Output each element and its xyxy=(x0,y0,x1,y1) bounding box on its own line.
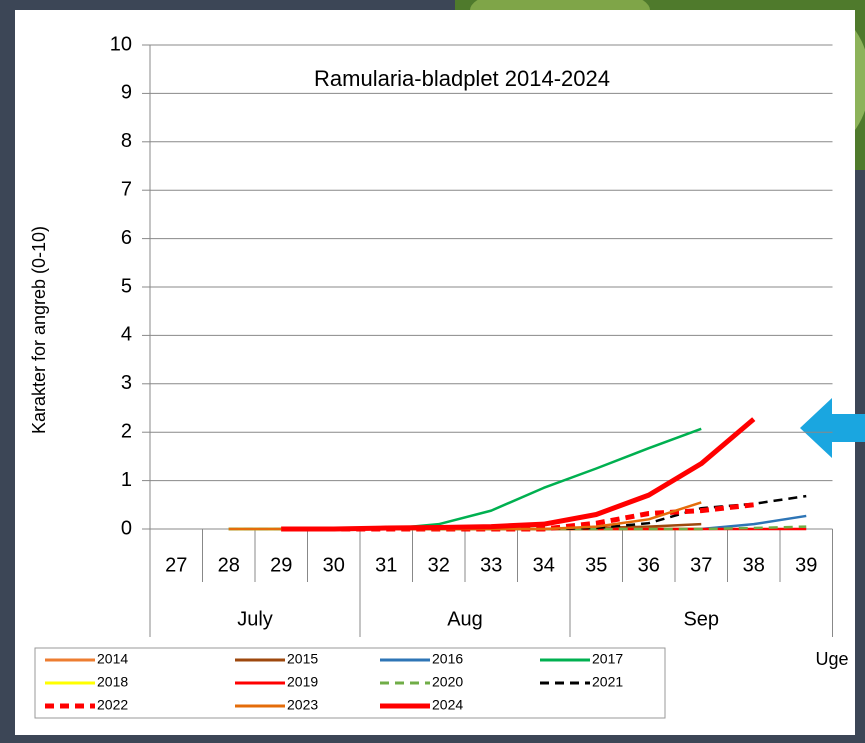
group-label: July xyxy=(237,608,273,630)
x-axis-label: Uge xyxy=(815,649,848,669)
x-tick-label: 35 xyxy=(585,554,607,576)
y-tick-label: 3 xyxy=(121,372,132,394)
y-tick-label: 0 xyxy=(121,517,132,539)
y-tick-label: 2 xyxy=(121,420,132,442)
y-tick-label: 4 xyxy=(121,324,132,346)
x-tick-label: 38 xyxy=(743,554,765,576)
x-tick-label: 39 xyxy=(795,554,817,576)
legend-label: 2017 xyxy=(592,651,623,667)
legend-label: 2019 xyxy=(287,674,318,690)
legend-label: 2015 xyxy=(287,651,318,667)
x-tick-label: 29 xyxy=(270,554,292,576)
legend-label: 2022 xyxy=(97,697,128,713)
x-tick-label: 28 xyxy=(218,554,240,576)
group-label: Sep xyxy=(683,608,719,630)
x-tick-label: 30 xyxy=(323,554,345,576)
highlight-arrow xyxy=(800,398,865,458)
y-tick-label: 7 xyxy=(121,178,132,200)
x-tick-label: 27 xyxy=(165,554,187,576)
x-tick-label: 33 xyxy=(480,554,502,576)
legend-label: 2024 xyxy=(432,697,463,713)
y-tick-label: 1 xyxy=(121,469,132,491)
x-tick-label: 31 xyxy=(375,554,397,576)
x-tick-label: 36 xyxy=(638,554,660,576)
legend-label: 2020 xyxy=(432,674,463,690)
legend-label: 2014 xyxy=(97,651,128,667)
legend-label: 2021 xyxy=(592,674,623,690)
y-tick-label: 5 xyxy=(121,275,132,297)
chart-panel xyxy=(15,10,855,735)
x-tick-label: 32 xyxy=(428,554,450,576)
y-axis-label: Karakter for angreb (0-10) xyxy=(29,226,49,434)
y-tick-label: 8 xyxy=(121,130,132,152)
y-tick-label: 6 xyxy=(121,227,132,249)
legend-label: 2016 xyxy=(432,651,463,667)
x-tick-label: 34 xyxy=(533,554,555,576)
y-tick-label: 10 xyxy=(110,33,132,55)
legend-label: 2023 xyxy=(287,697,318,713)
x-tick-label: 37 xyxy=(690,554,712,576)
chart-title: Ramularia-bladplet 2014-2024 xyxy=(314,66,610,91)
legend-label: 2018 xyxy=(97,674,128,690)
series-line xyxy=(281,417,756,532)
group-label: Aug xyxy=(447,608,483,630)
y-tick-label: 9 xyxy=(121,82,132,104)
